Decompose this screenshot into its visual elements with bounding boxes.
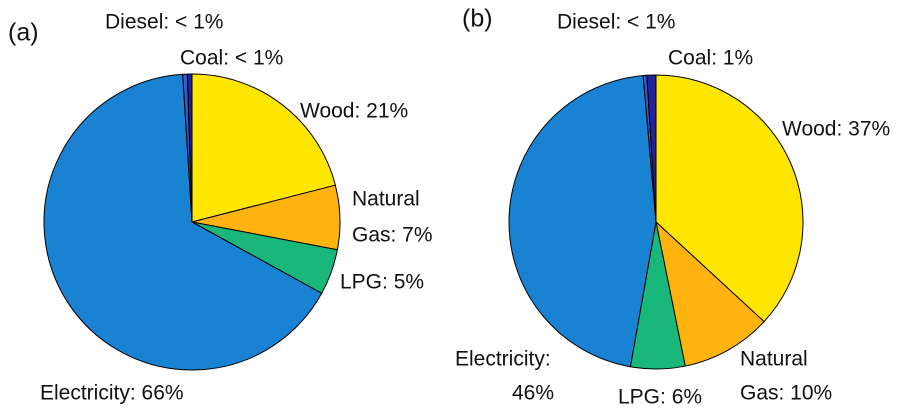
slice-label: Coal: < 1%	[180, 47, 283, 70]
slice-label: 46%	[512, 382, 554, 405]
pie-slice	[191, 73, 336, 223]
slice-label: Diesel: < 1%	[557, 11, 675, 34]
pie-slice	[43, 73, 323, 371]
slice-label: Natural	[352, 188, 420, 211]
pie-slice	[646, 74, 657, 223]
slice-label: Electricity: 66%	[40, 382, 184, 405]
slice-label: Coal: 1%	[668, 47, 753, 70]
slice-label: LPG: 5%	[340, 271, 424, 294]
slice-label: Wood: 37%	[782, 118, 890, 141]
slice-label: Wood: 21%	[300, 100, 408, 123]
slice-label: Diesel: < 1%	[105, 11, 223, 34]
pie-slice	[655, 74, 804, 323]
panel-label: (a)	[8, 19, 39, 47]
pie-slice	[655, 220, 765, 367]
slice-label: Electricity:	[455, 348, 551, 371]
slice-label: Natural	[740, 348, 808, 371]
pie-slice	[186, 73, 193, 223]
slice-label: LPG: 6%	[618, 386, 702, 409]
slice-label: Gas: 7%	[352, 224, 433, 247]
pie-slice	[508, 75, 657, 368]
panel-label: (b)	[462, 5, 493, 33]
slice-label: Gas: 10%	[740, 382, 832, 405]
